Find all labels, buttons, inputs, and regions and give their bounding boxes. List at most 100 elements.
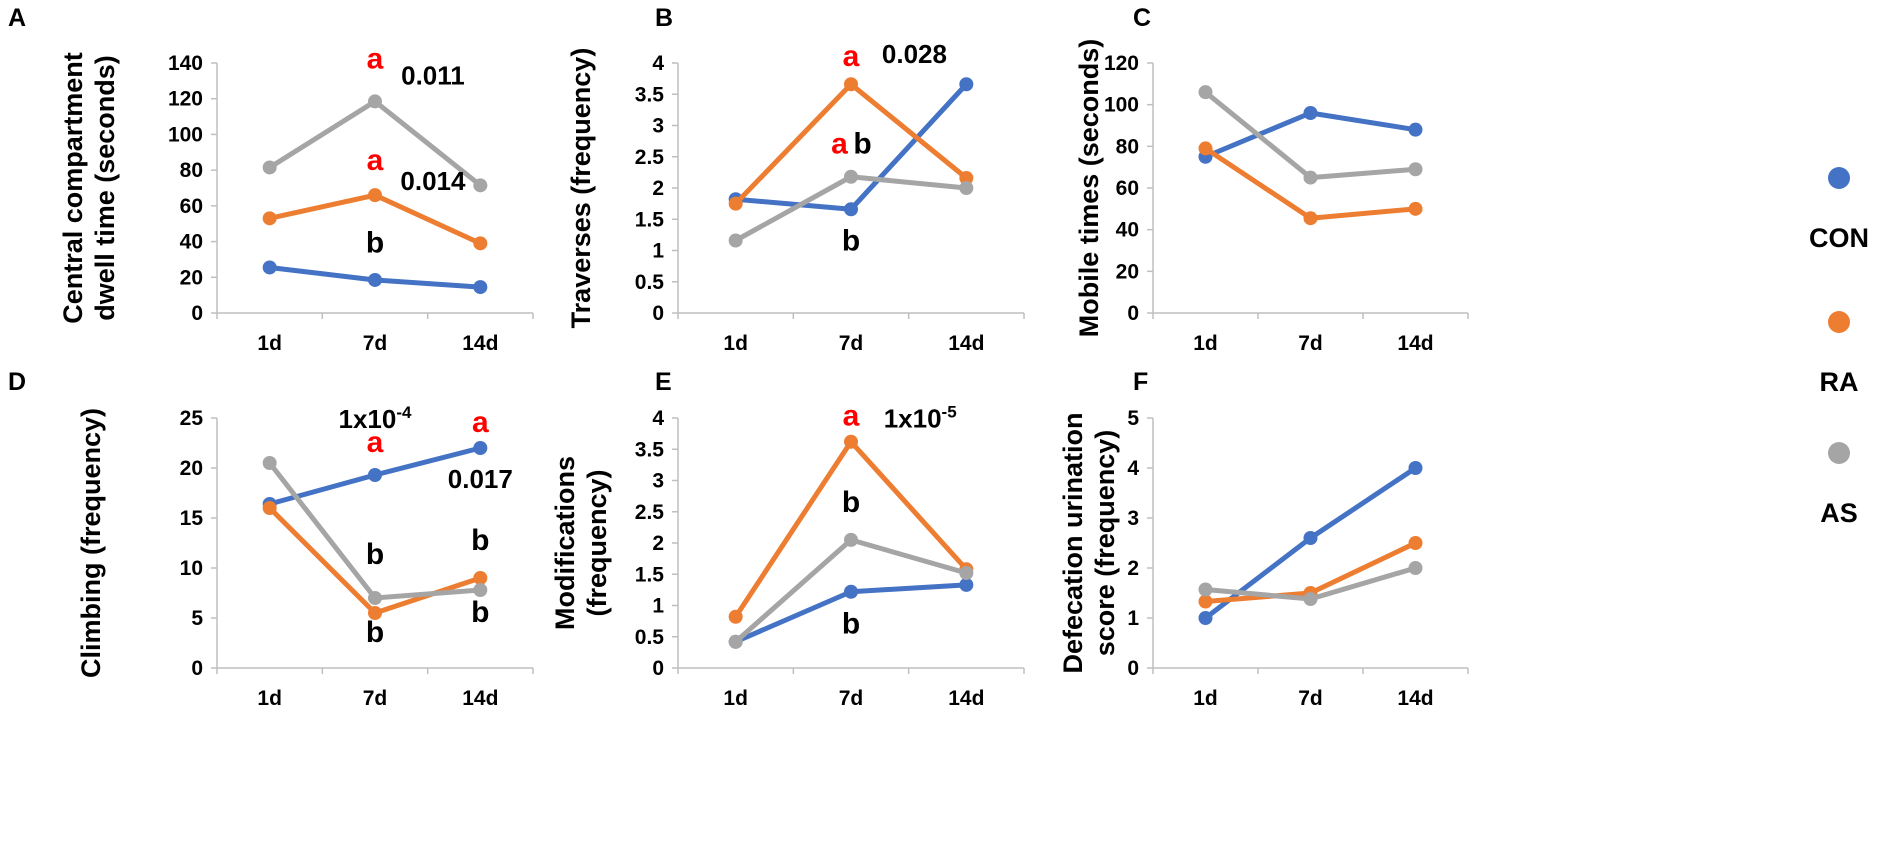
- x-tick-label: 14d: [1397, 332, 1433, 355]
- panel-letter: F: [1133, 368, 1148, 396]
- series-line-segment: [1203, 145, 1313, 221]
- p-value-label: 1x10-5: [884, 402, 957, 433]
- y-tick-label: 3: [652, 115, 664, 138]
- chart-panel-e: E 0 0.5 1 1.5 2 2.5 3 3.5 4 1d 7d 14d Modifications (f…: [550, 368, 1025, 710]
- series-ra: [262, 188, 488, 251]
- y-tick-label: 20: [180, 266, 203, 289]
- series-line-segment: [848, 81, 969, 181]
- series-line-segment: [733, 81, 854, 207]
- y-tick-label: 1.5: [635, 208, 665, 231]
- p-value-label: 0.028: [882, 39, 947, 69]
- y-tick-label: 4: [652, 52, 664, 75]
- series-line-segment: [1308, 166, 1418, 181]
- y-axis-label: Modifications: [550, 456, 580, 630]
- series-line-segment: [1308, 110, 1418, 133]
- series-line-segment: [372, 277, 483, 290]
- legend-label: AS: [1820, 498, 1858, 528]
- data-point: [1303, 531, 1318, 545]
- significance-letter: b: [842, 486, 860, 519]
- data-point: [473, 441, 488, 455]
- data-point: [368, 468, 382, 482]
- significance-letter: b: [853, 128, 871, 161]
- data-point: [1198, 85, 1213, 100]
- legend-marker: [1828, 311, 1850, 333]
- x-tick-label: 14d: [1397, 687, 1433, 710]
- y-axis-label: Traverses (frequency): [566, 48, 596, 329]
- series-line-segment: [267, 460, 378, 601]
- y-tick-label: 20: [1116, 260, 1139, 283]
- data-point: [473, 583, 488, 597]
- data-point: [1303, 211, 1318, 226]
- data-point: [368, 272, 382, 287]
- significance-letter: b: [366, 538, 384, 571]
- y-tick-label: 0: [1127, 657, 1139, 680]
- x-tick-label: 7d: [363, 687, 388, 710]
- series-line-segment: [848, 81, 969, 212]
- legend-item-con: CON: [1809, 167, 1869, 253]
- x-tick-label: 14d: [948, 332, 984, 355]
- p-value-label: 1x10-4: [339, 403, 413, 434]
- series-con: [262, 441, 488, 511]
- series-line-segment: [733, 439, 854, 620]
- legend-marker: [1828, 442, 1850, 464]
- y-tick-label: 40: [1116, 219, 1139, 242]
- y-tick-label: 100: [1104, 94, 1139, 117]
- data-point: [262, 456, 277, 470]
- x-tick-label: 7d: [1298, 687, 1323, 710]
- data-point: [728, 634, 743, 649]
- series-line-segment: [1308, 565, 1418, 602]
- y-tick-label: 140: [168, 52, 203, 75]
- x-tick-label: 1d: [723, 687, 748, 710]
- y-tick-label: 80: [180, 159, 203, 182]
- y-tick-label: 25: [180, 407, 204, 430]
- y-axis-label: Climbing (frequency): [76, 408, 106, 678]
- data-point: [844, 584, 858, 599]
- series-ra: [1198, 141, 1423, 226]
- y-tick-label: 120: [1104, 52, 1139, 75]
- series-as: [262, 456, 488, 605]
- data-point: [368, 591, 382, 605]
- significance-letter: b: [366, 616, 384, 649]
- y-tick-label: 0: [652, 657, 664, 680]
- data-point: [1303, 106, 1318, 120]
- significance-letter-red: a: [843, 400, 860, 433]
- series-as: [1198, 561, 1423, 606]
- data-point: [959, 566, 974, 580]
- significance-letter-red: a: [367, 426, 384, 459]
- panel-letter: B: [655, 4, 673, 32]
- y-tick-label: 40: [180, 231, 203, 254]
- series-as: [1198, 85, 1423, 185]
- significance-letter-red: a: [831, 128, 848, 161]
- chart-panel-d: D 0 5 10 15 20 25 1d 7d 14d Climbing (frequency) 1x…: [8, 368, 534, 710]
- y-tick-label: 1: [652, 240, 664, 263]
- y-tick-label: 3.5: [635, 438, 665, 461]
- x-tick-label: 14d: [948, 687, 984, 710]
- significance-letter-red: a: [367, 42, 384, 75]
- series-as: [728, 169, 974, 248]
- y-axis-label: Mobile times (seconds): [1074, 39, 1104, 338]
- series-line-segment: [1203, 587, 1313, 602]
- x-tick-label: 1d: [257, 687, 282, 710]
- y-tick-label: 4: [652, 407, 664, 430]
- data-point: [1198, 594, 1213, 609]
- p-value-exponent: -4: [396, 403, 412, 422]
- series-line-segment: [372, 98, 483, 188]
- data-point: [728, 609, 743, 624]
- data-point: [262, 501, 277, 515]
- y-tick-label: 0: [652, 302, 664, 325]
- y-tick-label: 5: [191, 607, 203, 630]
- y-tick-label: 3.5: [635, 83, 665, 106]
- data-point: [1408, 162, 1423, 177]
- series-line-segment: [372, 192, 483, 246]
- p-value-label: 0.017: [448, 464, 513, 494]
- data-point: [1198, 141, 1213, 156]
- series-con: [1198, 461, 1423, 625]
- data-point: [1408, 201, 1423, 216]
- series-as: [262, 94, 488, 193]
- series-line-segment: [267, 264, 378, 283]
- y-tick-label: 1: [1127, 607, 1139, 630]
- data-point: [728, 233, 743, 248]
- p-value-label: 0.014: [400, 166, 466, 196]
- series-line-segment: [372, 587, 483, 601]
